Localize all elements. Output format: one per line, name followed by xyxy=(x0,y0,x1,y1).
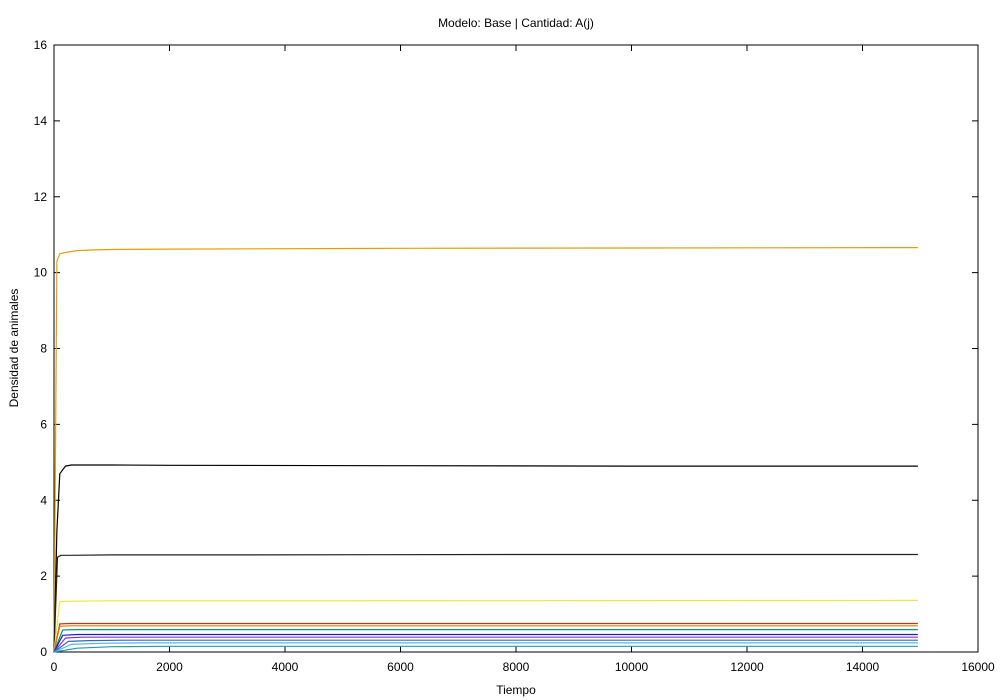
x-tick-label: 2000 xyxy=(156,660,183,674)
x-tick-label: 12000 xyxy=(730,660,764,674)
series-line-7 xyxy=(53,628,918,653)
series-line-1 xyxy=(53,247,918,653)
x-axis-label: Tiempo xyxy=(496,683,536,697)
series-line-3 xyxy=(53,553,918,653)
x-tick-label: 4000 xyxy=(272,660,299,674)
series-line-10 xyxy=(53,639,918,653)
series-lines xyxy=(53,247,918,653)
y-tick-label: 16 xyxy=(34,38,48,52)
y-tick-label: 12 xyxy=(34,190,48,204)
x-tick-label: 16000 xyxy=(961,660,995,674)
y-axis-ticks: 0 2 4 6 8 10 12 14 16 xyxy=(34,38,978,659)
chart-title: Modelo: Base | Cantidad: A(j) xyxy=(438,16,594,30)
y-axis-label: Densidad de animales xyxy=(7,289,21,408)
series-line-2 xyxy=(53,464,918,653)
x-tick-label: 0 xyxy=(51,660,58,674)
y-tick-label: 2 xyxy=(40,569,47,583)
series-line-9 xyxy=(53,636,918,653)
y-tick-label: 0 xyxy=(40,645,47,659)
y-tick-label: 14 xyxy=(34,114,48,128)
y-tick-label: 10 xyxy=(34,266,48,280)
y-tick-label: 8 xyxy=(40,342,47,356)
series-line-11 xyxy=(53,642,918,653)
series-line-12 xyxy=(53,645,918,653)
x-tick-label: 6000 xyxy=(387,660,414,674)
series-line-6 xyxy=(53,625,918,653)
y-tick-label: 6 xyxy=(40,417,47,431)
plot-border xyxy=(53,44,979,653)
series-line-8 xyxy=(53,633,918,653)
series-line-4 xyxy=(53,599,918,653)
x-tick-label: 14000 xyxy=(846,660,880,674)
x-tick-label: 8000 xyxy=(503,660,530,674)
y-tick-label: 4 xyxy=(40,493,47,507)
x-tick-label: 10000 xyxy=(615,660,649,674)
x-axis-ticks: 0 2000 4000 6000 8000 10000 12000 14000 16000 xyxy=(51,45,995,674)
